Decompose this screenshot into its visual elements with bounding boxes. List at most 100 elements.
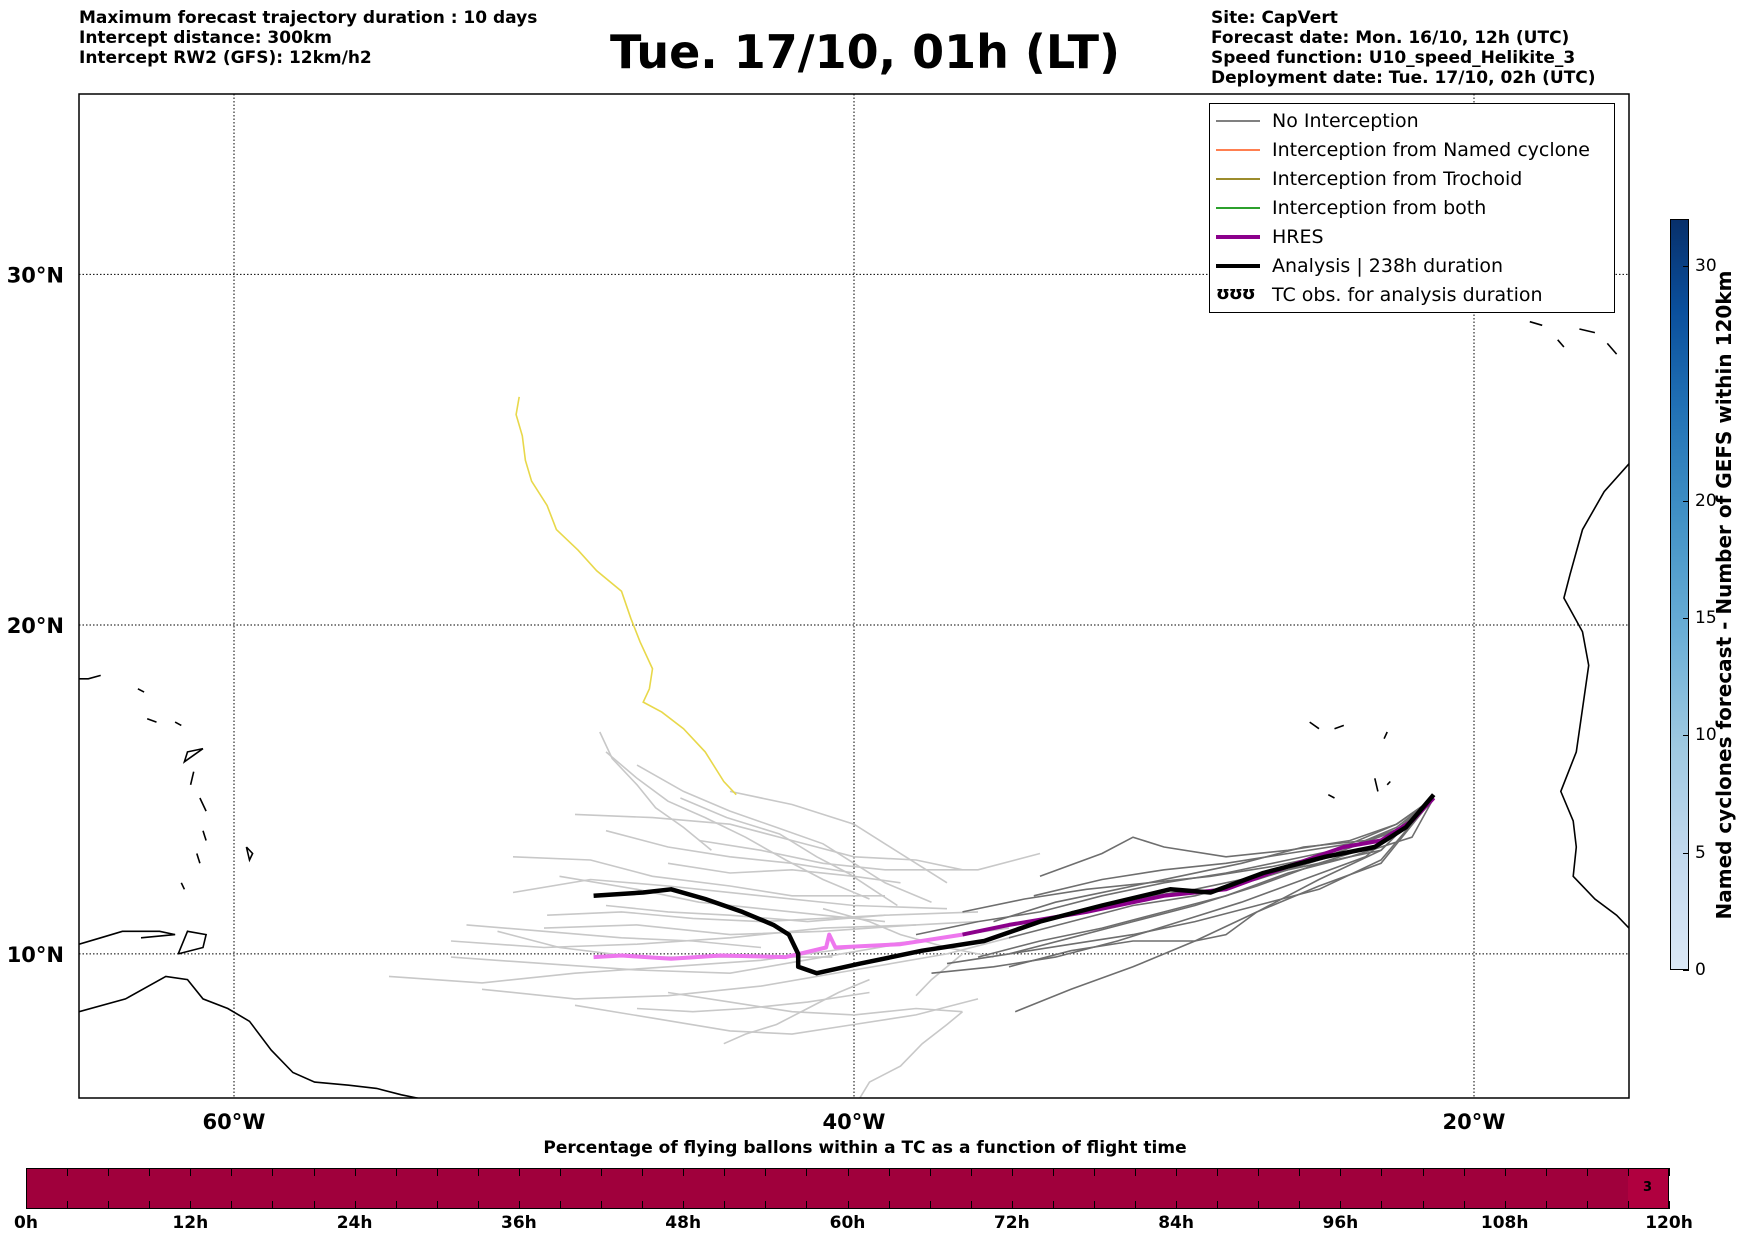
coastline bbox=[146, 718, 157, 723]
legend: No Interception Interception from Named c… bbox=[1209, 103, 1615, 313]
colorbar-tick bbox=[1011, 1201, 1013, 1209]
coastline bbox=[196, 853, 201, 864]
colorbar-tick bbox=[724, 1168, 726, 1176]
colorbar-tick bbox=[436, 1168, 438, 1176]
lat-label: 20°N bbox=[7, 614, 64, 638]
yellow-track bbox=[515, 396, 737, 796]
colorbar-tick bbox=[765, 1201, 767, 1209]
colorbar-tick bbox=[1545, 1168, 1547, 1176]
site-text: Site: CapVert bbox=[1211, 8, 1338, 28]
colorbar-tick bbox=[1340, 1201, 1342, 1209]
ensemble-track bbox=[946, 797, 1435, 965]
coastline bbox=[79, 975, 421, 1098]
colorbar-tick-label: 15 bbox=[1695, 607, 1717, 628]
coastline bbox=[1557, 339, 1565, 348]
ensemble-track bbox=[605, 904, 979, 923]
ensemble-track bbox=[574, 813, 963, 871]
legend-label: TC obs. for analysis duration bbox=[1272, 284, 1543, 306]
legend-item: Interception from both bbox=[1210, 194, 1614, 223]
coastline bbox=[202, 830, 207, 841]
intercept-rw2-text: Intercept RW2 (GFS): 12km/h2 bbox=[79, 48, 372, 68]
flight-time-label: 48h bbox=[665, 1213, 702, 1233]
colorbar-tick bbox=[683, 1201, 685, 1209]
colorbar-tick bbox=[272, 1168, 274, 1176]
ensemble-track bbox=[698, 839, 1041, 871]
cyclone-colorbar bbox=[1670, 219, 1689, 970]
coastline bbox=[1648, 325, 1664, 336]
coastline bbox=[1309, 721, 1320, 730]
colorbar-tick bbox=[67, 1201, 69, 1209]
colorbar-tick bbox=[765, 1168, 767, 1176]
ensemble-track bbox=[1033, 797, 1435, 897]
colorbar-tick bbox=[436, 1201, 438, 1209]
colorbar-tick bbox=[190, 1168, 192, 1176]
tc-obs-icon: ʊʊʊ bbox=[1216, 283, 1256, 304]
ensemble-track bbox=[729, 790, 948, 884]
colorbar-tick bbox=[1176, 1201, 1178, 1209]
ensemble-track bbox=[962, 797, 1435, 913]
legend-item: ʊʊʊ TC obs. for analysis duration bbox=[1210, 281, 1614, 310]
coastline bbox=[199, 797, 207, 812]
legend-item: No Interception bbox=[1210, 107, 1614, 136]
colorbar-tick bbox=[1093, 1201, 1095, 1209]
coastline bbox=[189, 771, 195, 785]
coastline bbox=[174, 721, 182, 727]
ensemble-track bbox=[605, 829, 855, 874]
colorbar-tick bbox=[1463, 1201, 1465, 1209]
ensemble-track bbox=[931, 797, 1435, 974]
analysis-track bbox=[593, 793, 1436, 976]
colorbar-tick bbox=[1683, 265, 1689, 267]
colorbar-tick bbox=[477, 1168, 479, 1176]
ensemble-track bbox=[512, 856, 885, 897]
ensemble-track bbox=[543, 920, 979, 936]
colorbar-tick bbox=[1683, 735, 1689, 737]
lon-label: 60°W bbox=[203, 1110, 266, 1134]
colorbar-tick bbox=[1258, 1201, 1260, 1209]
colorbar-tick bbox=[1217, 1168, 1219, 1176]
coastline bbox=[1327, 793, 1335, 799]
colorbar-tick bbox=[1381, 1168, 1383, 1176]
colorbar-tick bbox=[1217, 1201, 1219, 1209]
flight-time-label: 36h bbox=[501, 1213, 537, 1233]
legend-swatch bbox=[1216, 264, 1260, 268]
colorbar-tick bbox=[601, 1168, 603, 1176]
ensemble-track bbox=[1014, 797, 1435, 1013]
coastline bbox=[1606, 342, 1618, 355]
colorbar-tick bbox=[929, 1168, 931, 1176]
colorbar-tick bbox=[190, 1201, 192, 1209]
colorbar-tick bbox=[1135, 1201, 1137, 1209]
colorbar-tick bbox=[1093, 1168, 1095, 1176]
colorbar-tick bbox=[354, 1201, 356, 1209]
flight-time-label: 0h bbox=[14, 1213, 38, 1233]
lat-label: 10°N bbox=[7, 943, 64, 967]
last-cell-percentage: 3 bbox=[1642, 1180, 1652, 1195]
legend-swatch bbox=[1216, 178, 1260, 180]
ensemble-track bbox=[723, 978, 870, 1045]
axis-labels: 30°N 20°N 10°N 60°W 40°W 20°W bbox=[7, 263, 1506, 1134]
colorbar-tick-label: 10 bbox=[1695, 725, 1717, 746]
coastline bbox=[180, 882, 186, 890]
colorbar-tick bbox=[1258, 1168, 1260, 1176]
colorbar-tick bbox=[26, 1168, 27, 1176]
legend-item: Analysis | 238h duration bbox=[1210, 252, 1614, 281]
colorbar-tick bbox=[970, 1201, 972, 1209]
ensemble-track bbox=[977, 797, 1435, 958]
legend-label: Interception from Named cyclone bbox=[1272, 139, 1590, 161]
colorbar-tick bbox=[477, 1201, 479, 1209]
colorbar-tick bbox=[1683, 500, 1689, 502]
flight-time-label: 96h bbox=[1322, 1213, 1359, 1233]
lon-label: 20°W bbox=[1443, 1110, 1506, 1134]
ensemble-track bbox=[599, 731, 712, 851]
main-tracks bbox=[515, 396, 1436, 976]
colorbar-tick bbox=[1299, 1201, 1301, 1209]
colorbar-tick bbox=[67, 1168, 69, 1176]
flight-time-label: 12h bbox=[172, 1213, 209, 1233]
ensemble-track bbox=[1008, 797, 1435, 968]
coastline bbox=[79, 930, 176, 945]
ensemble-track bbox=[450, 924, 917, 949]
colorbar-tick bbox=[601, 1201, 603, 1209]
ensemble-track bbox=[497, 930, 833, 958]
flight-time-label: 120h bbox=[1645, 1213, 1693, 1233]
ensemble-tracks-dark bbox=[915, 797, 1435, 1013]
